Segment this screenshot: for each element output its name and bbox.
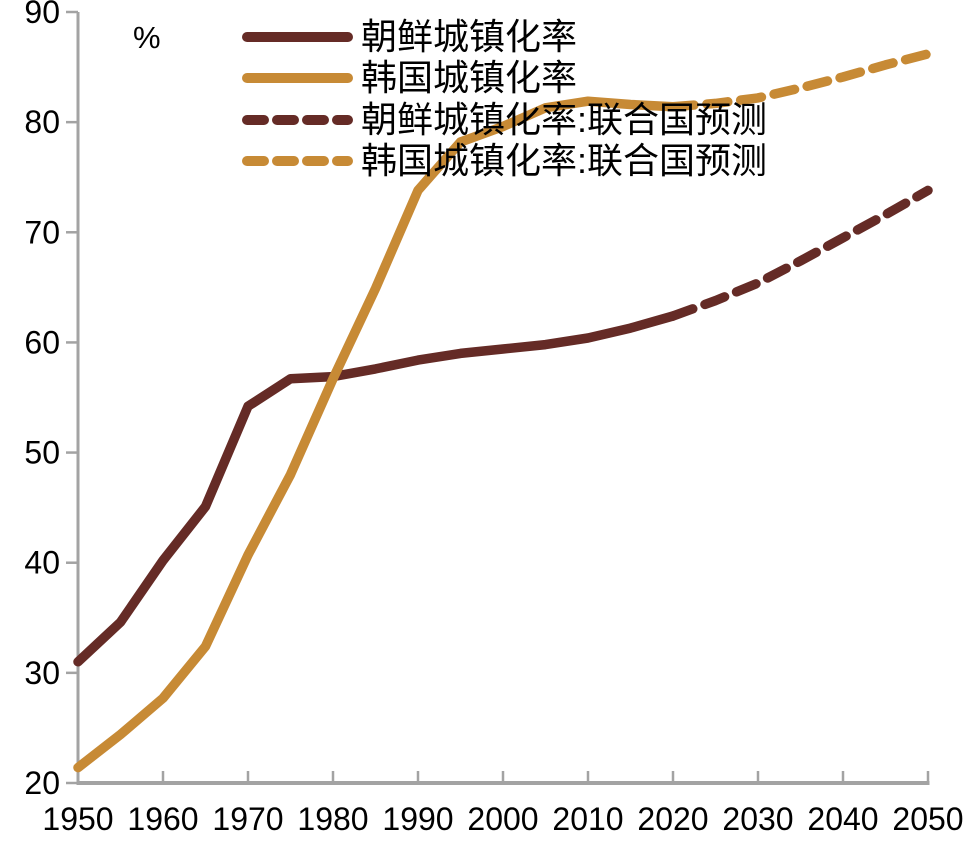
legend-item-sk-forecast: 韩国城镇化率:联合国预测 <box>241 141 767 183</box>
y-tick-label: 40 <box>24 545 60 581</box>
x-tick-label: 1980 <box>297 801 368 837</box>
legend-swatch-nk-forecast-icon <box>242 114 353 125</box>
series-line-3 <box>668 49 933 112</box>
legend-swatch-nk-actual-icon <box>242 31 353 42</box>
legend-label-sk-forecast: 韩国城镇化率:联合国预测 <box>361 140 768 182</box>
legend-item-nk-actual: 朝鲜城镇化率 <box>241 16 767 58</box>
x-tick-label: 1970 <box>212 801 283 837</box>
legend-swatch-sk-actual-icon <box>242 73 353 84</box>
y-tick-label: 90 <box>24 0 60 30</box>
x-tick-label: 1950 <box>42 801 113 837</box>
legend-item-sk-actual: 韩国城镇化率 <box>241 58 767 100</box>
x-tick-label: 2010 <box>552 801 623 837</box>
series-line-1 <box>73 96 678 773</box>
legend-label-nk-actual: 朝鲜城镇化率 <box>361 15 578 57</box>
legend-swatch-sk-forecast-icon <box>242 156 353 167</box>
y-tick-label: 20 <box>24 765 60 801</box>
y-tick-label: 50 <box>24 435 60 471</box>
x-tick-label: 1960 <box>127 801 198 837</box>
y-tick-label: 30 <box>24 655 60 691</box>
x-tick-label: 2050 <box>892 801 963 837</box>
x-tick-label: 2030 <box>722 801 793 837</box>
series-lines <box>73 49 933 773</box>
legend-label-nk-forecast: 朝鲜城镇化率:联合国预测 <box>361 98 768 140</box>
x-tick-label: 2000 <box>467 801 538 837</box>
y-axis-unit-label: % <box>133 20 161 55</box>
y-tick-label: 60 <box>24 324 60 360</box>
series-line-2 <box>668 185 933 321</box>
series-line-0 <box>73 311 678 667</box>
legend: 朝鲜城镇化率 韩国城镇化率 朝鲜城镇化率:联合国预测 韩国城镇化率:联合国预测 <box>241 16 767 182</box>
legend-label-sk-actual: 韩国城镇化率 <box>361 57 578 99</box>
legend-item-nk-forecast: 朝鲜城镇化率:联合国预测 <box>241 99 767 141</box>
x-tick-label: 1990 <box>382 801 453 837</box>
x-tick-label: 2040 <box>807 801 878 837</box>
y-tick-label: 80 <box>24 104 60 140</box>
y-tick-label: 70 <box>24 214 60 250</box>
x-tick-label: 2020 <box>637 801 708 837</box>
